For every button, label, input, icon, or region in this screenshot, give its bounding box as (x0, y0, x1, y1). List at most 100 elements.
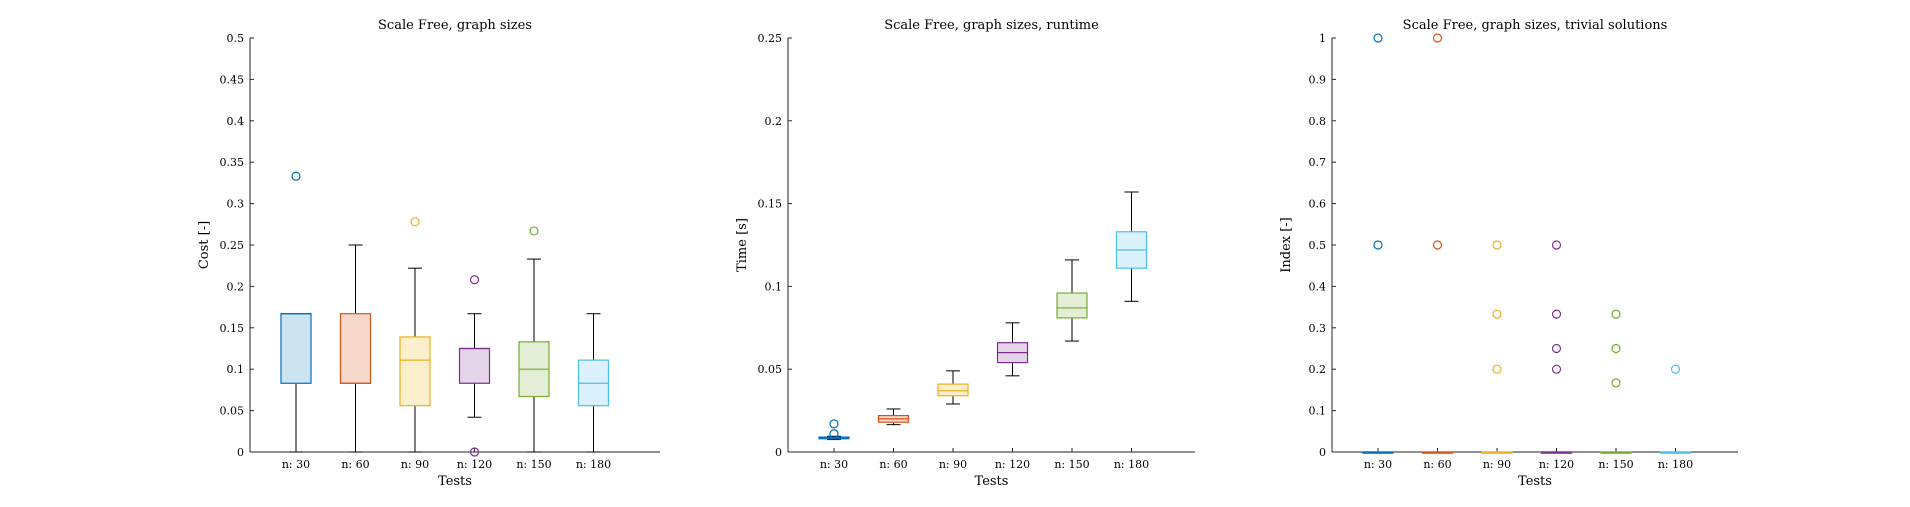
y-tick-label: 1 (1319, 32, 1326, 45)
box-iqr (399, 336, 431, 407)
x-tick-label: n: 90 (1483, 458, 1511, 471)
y-axis-label: Index [-] (1279, 217, 1294, 273)
outlier-point (1670, 364, 1681, 374)
x-tick-label: n: 90 (939, 458, 967, 471)
x-tick-label: n: 180 (576, 458, 611, 471)
y-tick-label: 0.5 (1309, 239, 1327, 252)
outlier-point (1611, 309, 1621, 319)
y-tick-label: 0.1 (227, 363, 245, 376)
x-axis-label: Tests (438, 474, 472, 489)
y-tick-label: 0.4 (1309, 280, 1327, 293)
y-tick-label: 0.45 (220, 73, 245, 86)
box-iqr (458, 347, 491, 384)
x-axis-label: Tests (975, 474, 1009, 489)
y-tick-label: 0.3 (1309, 322, 1327, 335)
x-tick-label: n: 120 (1539, 458, 1574, 471)
box-n-60 (339, 244, 372, 453)
y-tick-label: 0.6 (1309, 198, 1327, 211)
y-tick-label: 0.9 (1309, 73, 1327, 86)
box-n-60 (877, 408, 910, 426)
x-tick-label: n: 150 (1054, 458, 1089, 471)
x-tick-label: n: 30 (282, 458, 310, 471)
outlier-point (1492, 364, 1502, 374)
y-tick-label: 0 (775, 446, 782, 459)
x-tick-label: n: 150 (516, 458, 551, 471)
outlier-point (529, 226, 539, 236)
box-n-90 (1481, 240, 1513, 454)
y-tick-label: 0.5 (227, 32, 245, 45)
y-tick-label: 0.4 (227, 115, 245, 128)
outlier-point (410, 217, 420, 227)
box-n-30 (280, 171, 312, 453)
y-tick-label: 0.1 (1309, 405, 1327, 418)
chart-title: Scale Free, graph sizes, runtime (884, 18, 1099, 33)
box-n-180 (1659, 364, 1692, 454)
y-tick-label: 0.35 (220, 156, 245, 169)
box-n-30 (818, 419, 850, 441)
outlier-point (1551, 240, 1562, 250)
y-tick-label: 0.05 (758, 363, 783, 376)
outlier-point (1373, 33, 1383, 43)
y-tick-label: 0 (237, 446, 244, 459)
y-tick-label: 0.25 (758, 32, 783, 45)
y-axis-label: Time [s] (735, 218, 750, 272)
outlier-point (1492, 240, 1502, 250)
x-tick-label: n: 60 (879, 458, 907, 471)
outlier-point (829, 429, 839, 439)
box-n-180 (1115, 191, 1148, 302)
x-tick-label: n: 120 (457, 458, 492, 471)
box-n-120 (1540, 240, 1573, 454)
box-iqr (280, 313, 312, 384)
outlier-point (829, 419, 839, 429)
y-tick-label: 0.15 (758, 198, 783, 211)
y-tick-label: 0.2 (227, 280, 245, 293)
box-n-90 (937, 370, 969, 405)
x-tick-label: n: 150 (1598, 458, 1633, 471)
outlier-point (1551, 343, 1562, 354)
y-tick-label: 0.05 (220, 405, 245, 418)
x-tick-label: n: 30 (1364, 458, 1392, 471)
y-tick-label: 0.3 (227, 198, 245, 211)
outlier-point (469, 275, 480, 285)
outlier-point (1551, 364, 1562, 374)
y-axis-label: Cost [-] (197, 221, 212, 269)
outlier-point (1432, 240, 1443, 250)
y-tick-label: 0.1 (765, 280, 783, 293)
y-tick-label: 0.2 (1309, 363, 1327, 376)
outlier-point (1432, 33, 1443, 43)
box-iqr (1056, 292, 1088, 319)
outlier-point (1373, 240, 1383, 250)
outlier-point (1611, 378, 1621, 388)
box-n-90 (399, 217, 431, 453)
x-tick-label: n: 30 (820, 458, 848, 471)
box-n-30 (1362, 33, 1394, 454)
x-tick-label: n: 60 (1423, 458, 1451, 471)
box-n-150 (1056, 259, 1088, 342)
outlier-point (1611, 343, 1621, 354)
outlier-point (1551, 309, 1562, 319)
x-tick-label: n: 180 (1114, 458, 1149, 471)
box-n-150 (1600, 309, 1632, 454)
chart-panel-cost: Scale Free, graph sizes 0 0.05 0.1 0.15 0.2 0.… (197, 18, 660, 489)
y-tick-label: 0.7 (1309, 156, 1327, 169)
box-iqr (339, 313, 372, 384)
y-tick-label: 0 (1319, 446, 1326, 459)
box-n-120 (996, 322, 1029, 377)
y-tick-label: 0.8 (1309, 115, 1327, 128)
y-tick-label: 0.25 (220, 239, 245, 252)
box-n-180 (577, 313, 610, 453)
outlier-point (291, 171, 301, 181)
chart-title: Scale Free, graph sizes, trivial solutio… (1403, 18, 1668, 33)
outlier-point (1492, 309, 1502, 319)
chart-panel-runtime: Scale Free, graph sizes, runtime 0 0.05 0.1… (735, 18, 1195, 489)
x-axis-label: Tests (1518, 474, 1552, 489)
outlier-point (469, 447, 480, 457)
x-tick-label: n: 120 (995, 458, 1030, 471)
box-n-150 (518, 226, 550, 453)
chart-title: Scale Free, graph sizes (378, 18, 532, 33)
x-tick-label: n: 180 (1658, 458, 1693, 471)
box-n-60 (1421, 33, 1454, 454)
x-tick-label: n: 60 (341, 458, 369, 471)
y-tick-label: 0.2 (765, 115, 783, 128)
